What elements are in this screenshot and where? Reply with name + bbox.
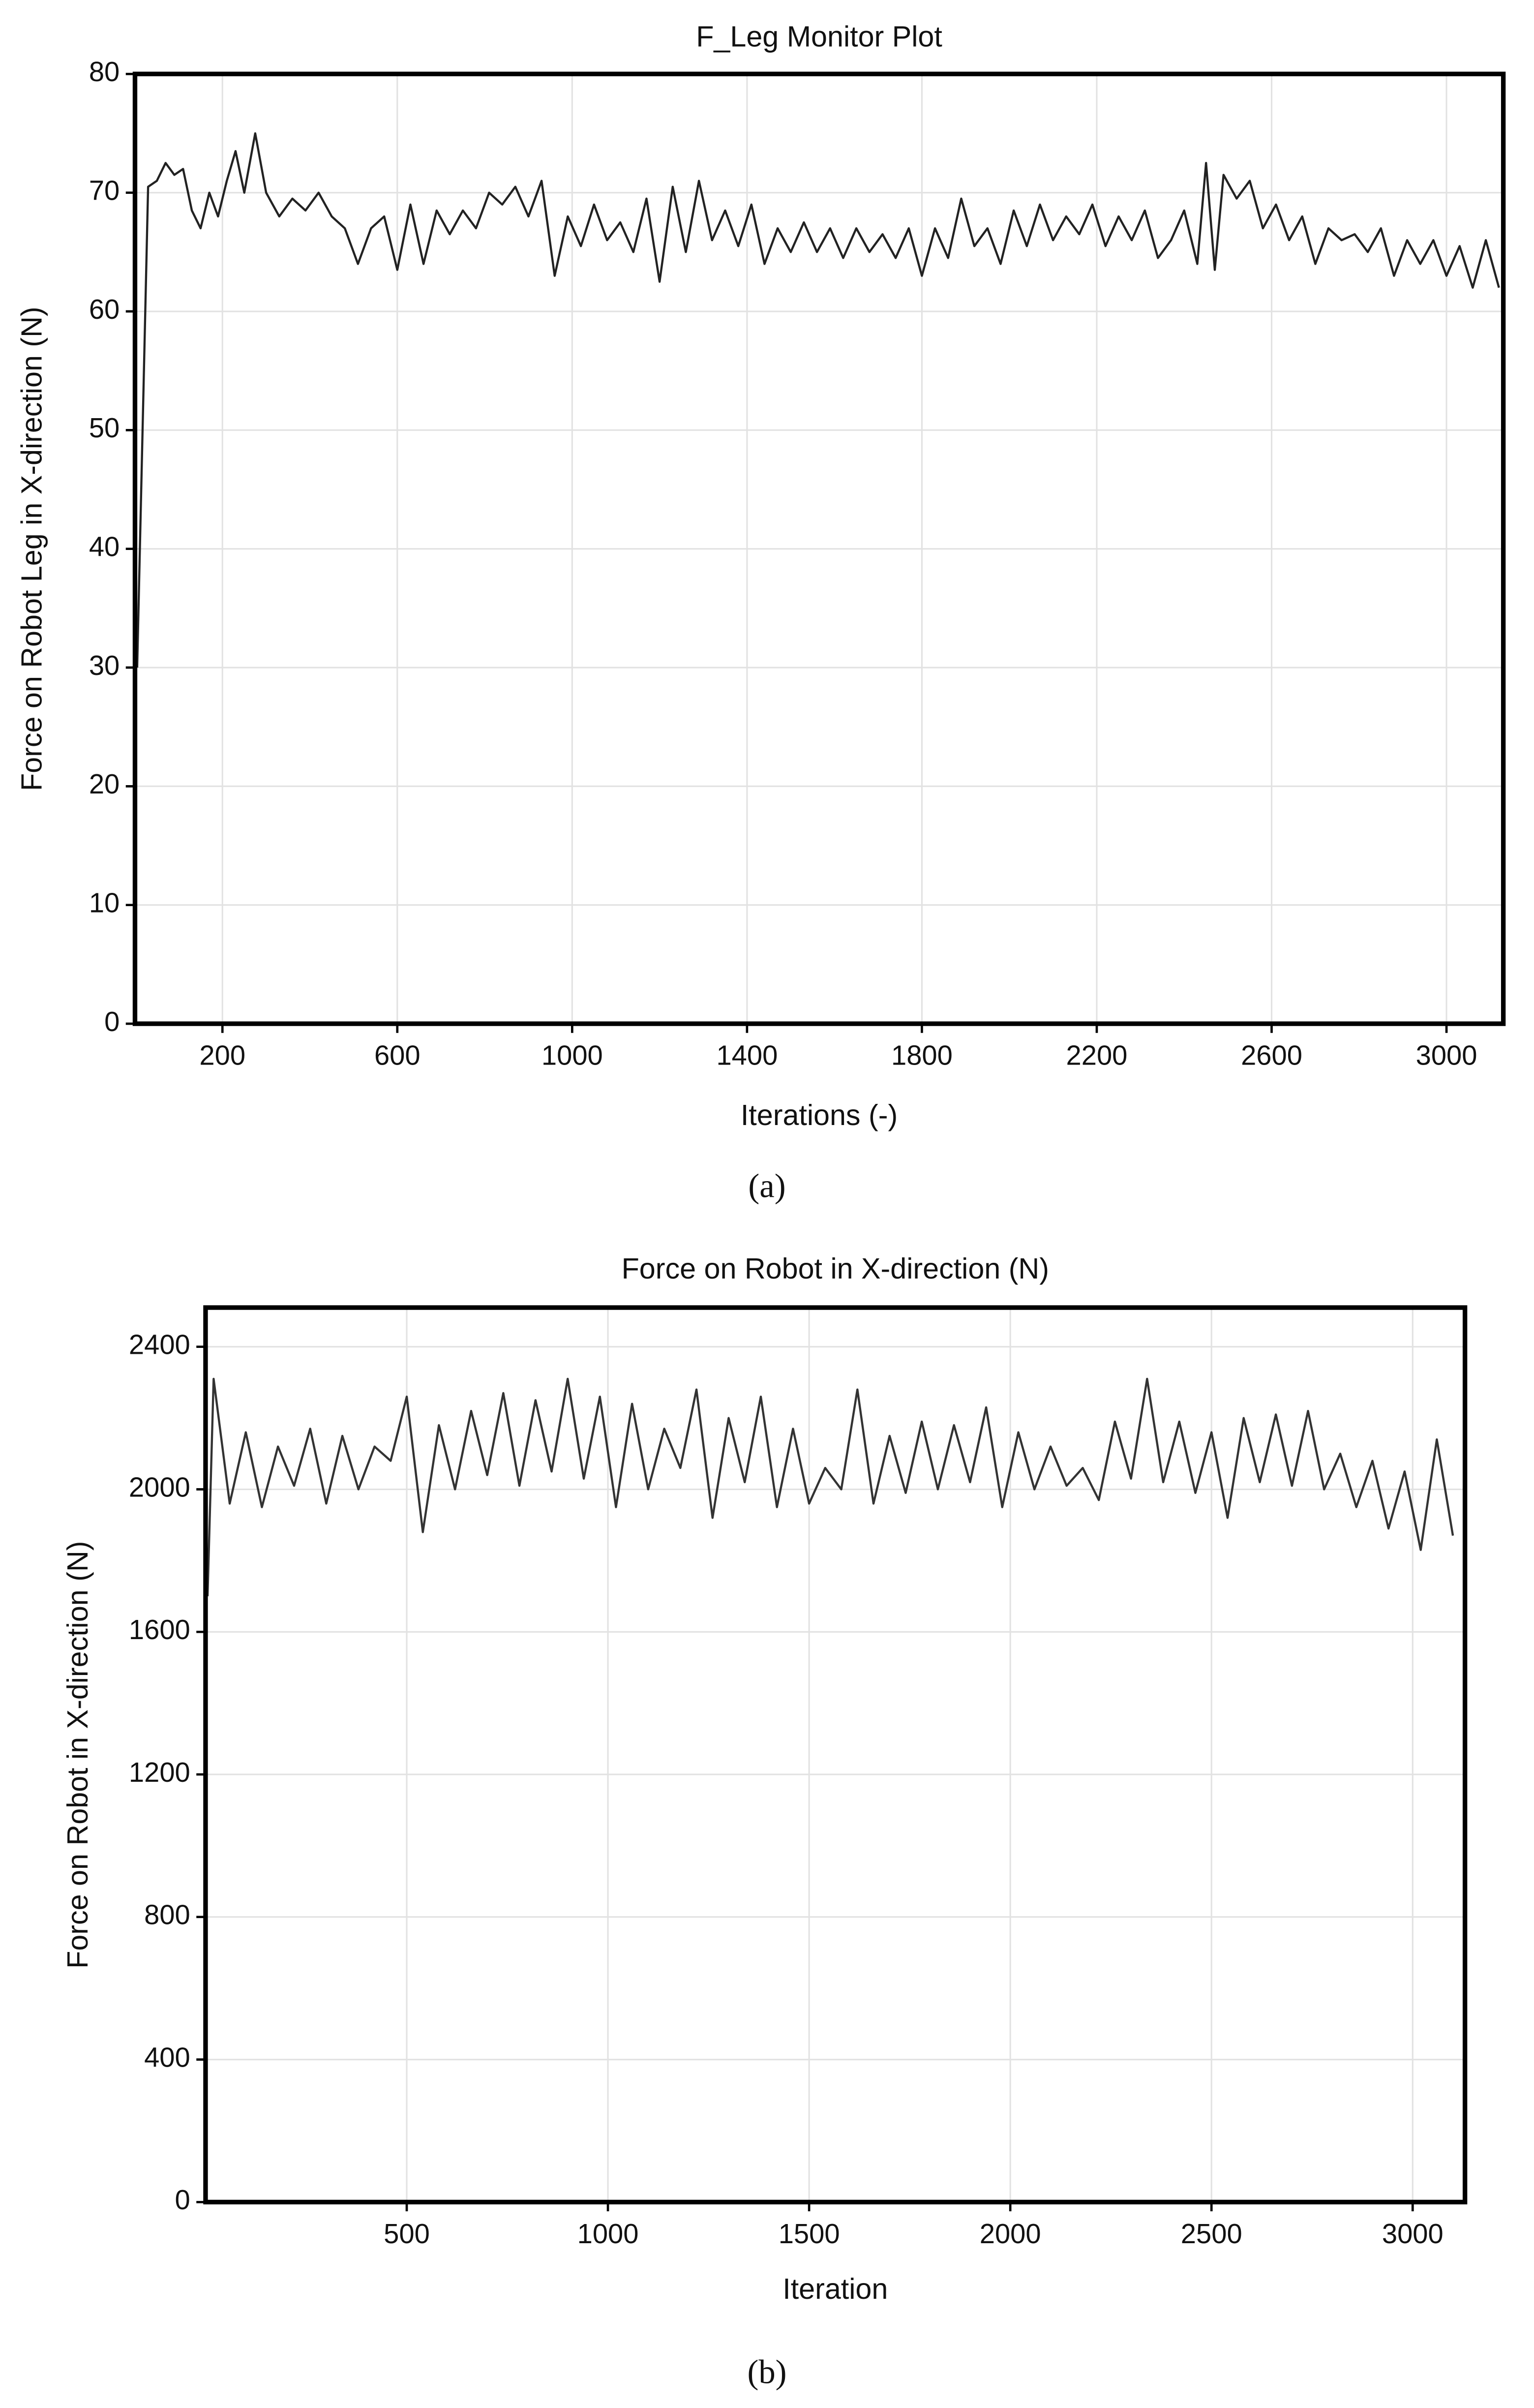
x-tick-label: 1800 bbox=[891, 1039, 953, 1070]
caption: (a) bbox=[748, 1167, 785, 1205]
chart-title: Force on Robot in X-direction (N) bbox=[622, 1252, 1049, 1285]
x-axis-label: Iteration bbox=[782, 2272, 888, 2305]
x-tick-label: 1400 bbox=[716, 1039, 778, 1070]
data-line bbox=[136, 132, 1500, 668]
x-tick-label: 600 bbox=[374, 1039, 421, 1070]
y-tick-label: 1600 bbox=[129, 1614, 190, 1645]
x-tick-label: 1500 bbox=[779, 2218, 840, 2249]
y-tick-label: 2000 bbox=[129, 1471, 190, 1502]
x-tick-label: 1000 bbox=[541, 1039, 603, 1070]
x-axis-label: Iterations (-) bbox=[741, 1098, 898, 1131]
caption: (b) bbox=[748, 2353, 787, 2391]
x-tick-label: 3000 bbox=[1416, 1039, 1477, 1070]
y-tick-label: 1200 bbox=[129, 1757, 190, 1788]
y-tick-label: 50 bbox=[89, 412, 120, 443]
x-tick-label: 500 bbox=[384, 2218, 430, 2249]
data-line bbox=[206, 1377, 1454, 1596]
y-tick-label: 60 bbox=[89, 294, 120, 325]
x-tick-label: 1000 bbox=[577, 2218, 639, 2249]
x-tick-label: 2600 bbox=[1241, 1039, 1302, 1070]
y-tick-label: 30 bbox=[89, 650, 120, 681]
y-tick-label: 0 bbox=[104, 1006, 120, 1037]
y-axis-label: Force on Robot in X-direction (N) bbox=[61, 1541, 94, 1969]
y-tick-label: 10 bbox=[89, 887, 120, 918]
x-tick-label: 2500 bbox=[1181, 2218, 1242, 2249]
plot-frame bbox=[203, 1305, 1468, 2205]
x-tick-label: 3000 bbox=[1382, 2218, 1444, 2249]
y-tick-label: 800 bbox=[144, 1899, 190, 1930]
y-tick-label: 0 bbox=[175, 2184, 190, 2215]
y-tick-label: 2400 bbox=[129, 1329, 190, 1360]
y-axis-label: Force on Robot Leg in X-direction (N) bbox=[15, 306, 48, 791]
y-tick-label: 80 bbox=[89, 56, 120, 87]
x-tick-label: 200 bbox=[199, 1039, 245, 1070]
x-tick-label: 2200 bbox=[1066, 1039, 1128, 1070]
x-tick-label: 2000 bbox=[980, 2218, 1041, 2249]
y-tick-label: 70 bbox=[89, 175, 120, 206]
chart-title: F_Leg Monitor Plot bbox=[696, 20, 942, 53]
y-tick-label: 400 bbox=[144, 2042, 190, 2073]
y-tick-label: 20 bbox=[89, 768, 120, 799]
y-tick-label: 40 bbox=[89, 531, 120, 562]
plot-frame bbox=[132, 71, 1506, 1026]
